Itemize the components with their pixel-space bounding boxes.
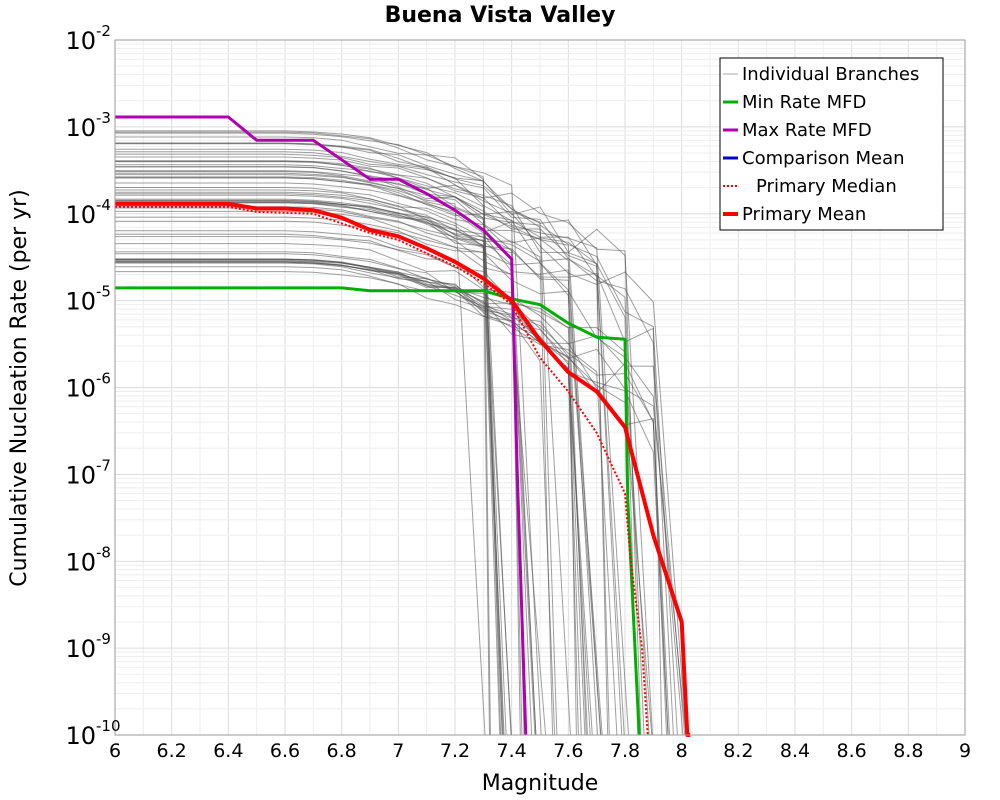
y-axis-label: Cumulative Nucleation Rate (per yr): [7, 189, 32, 587]
y-tick-label: 10: [65, 114, 96, 142]
branch-line: [115, 177, 525, 736]
branch-line: [115, 156, 629, 736]
branch-line: [115, 151, 610, 736]
branch-line: [115, 182, 598, 736]
y-tick-label: 10: [65, 461, 96, 489]
x-tick-labels: 6 6.2 6.4 6.6 6.8 7 7.2 7.4 7.6 7.8 8 8.2 8.4 8.6 8.8 9: [109, 740, 971, 762]
branch-line: [115, 176, 587, 736]
x-tick-label: 7.6: [553, 740, 583, 762]
x-tick-label: 8.2: [723, 740, 753, 762]
branch-line: [115, 131, 542, 736]
legend-label: Individual Branches: [742, 64, 919, 85]
branch-line: [115, 243, 536, 736]
branch-line: [115, 170, 601, 736]
y-tick-exponent: -5: [96, 283, 111, 301]
branch-line: [115, 271, 556, 736]
branch-line: [115, 166, 507, 736]
y-tick-exponent: -4: [96, 196, 111, 214]
branch-line: [115, 153, 674, 736]
branch-line: [115, 161, 558, 736]
legend: Individual Branches Min Rate MFD Max Rate …: [719, 57, 944, 231]
y-tick-exponent: -8: [96, 543, 111, 561]
branch-line: [115, 164, 512, 736]
y-tick-exponent: -10: [96, 717, 121, 735]
x-tick-label: 8.6: [837, 740, 867, 762]
branch-line: [115, 266, 669, 736]
x-tick-label: 6.6: [270, 740, 300, 762]
chart-title: Buena Vista Valley: [385, 3, 616, 28]
branch-line: [115, 148, 642, 736]
branch-line: [115, 258, 582, 736]
branch-line: [115, 220, 537, 736]
branch-line: [115, 200, 490, 736]
y-tick-exponent: -2: [96, 22, 111, 40]
branch-line: [115, 198, 501, 736]
y-tick-exponent: -6: [96, 370, 111, 388]
x-tick-label: 8.8: [893, 740, 923, 762]
series-lines: [115, 115, 691, 737]
y-tick-exponent: -7: [96, 456, 111, 474]
branch-line: [115, 200, 512, 736]
x-tick-label: 9: [959, 740, 971, 762]
legend-box: [719, 57, 944, 231]
branch-line: [115, 253, 547, 736]
branch-line: [115, 136, 491, 736]
branch-line: [115, 194, 505, 736]
plot-frame: [114, 39, 966, 736]
y-tick-exponent: -3: [96, 109, 111, 127]
y-tick-label: 10: [65, 635, 96, 663]
x-tick-label: 6: [109, 740, 121, 762]
legend-label: Primary Mean: [742, 204, 866, 225]
legend-label: Comparison Mean: [742, 148, 905, 169]
x-axis-label: Magnitude: [482, 771, 599, 796]
y-tick-label: 10: [65, 288, 96, 316]
y-tick-exponent: -9: [96, 630, 111, 648]
y-tick-label: 10: [65, 548, 96, 576]
x-tick-label: 6.2: [157, 740, 187, 762]
series-max-rate-mfd: [115, 115, 528, 736]
branch-line: [115, 191, 603, 736]
x-tick-label: 6.4: [213, 740, 243, 762]
x-tick-label: 7.2: [440, 740, 470, 762]
x-tick-label: 8.4: [780, 740, 810, 762]
x-tick-label: 7: [392, 740, 404, 762]
x-tick-label: 6.8: [327, 740, 357, 762]
branch-line: [115, 210, 684, 736]
y-tick-label: 10: [65, 27, 96, 55]
series-min-rate-mfd: [115, 286, 641, 736]
y-tick-label: 10: [65, 201, 96, 229]
branch-line: [115, 142, 653, 736]
legend-label: Primary Median: [756, 176, 897, 197]
branch-line: [115, 262, 669, 736]
y-tick-label: 10: [65, 722, 96, 750]
branch-line: [115, 206, 533, 736]
y-tick-label: 10: [65, 375, 96, 403]
branch-line: [115, 132, 503, 736]
branch-line: [115, 187, 645, 736]
legend-label: Min Rate MFD: [742, 92, 866, 113]
series-primary-mean: [115, 201, 691, 737]
branch-line: [115, 261, 653, 736]
x-tick-label: 7.8: [610, 740, 640, 762]
branch-line: [115, 233, 686, 736]
branch-line: [115, 189, 678, 736]
branch-line: [115, 160, 609, 736]
x-tick-label: 7.4: [497, 740, 527, 762]
x-tick-label: 8: [676, 740, 688, 762]
legend-label: Max Rate MFD: [742, 120, 872, 141]
